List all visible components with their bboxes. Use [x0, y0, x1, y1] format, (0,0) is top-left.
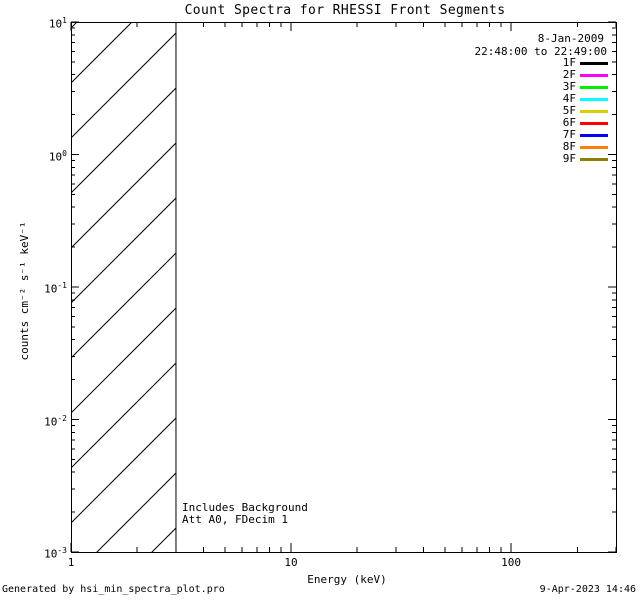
legend-entry-label: 4F [562, 92, 576, 105]
footer-datetime: 9-Apr-2023 14:46 [539, 584, 636, 595]
legend-entry-label: 8F [562, 140, 576, 153]
legend-entry-line [580, 86, 608, 89]
y-tick-label: 10-3 [44, 546, 67, 561]
legend-entry-line [580, 158, 608, 161]
y-tick-label: 101 [48, 16, 67, 31]
annotation-includes-background: Includes Background [182, 501, 308, 514]
legend-entry-line [580, 110, 608, 113]
legend-entry-line [580, 62, 608, 65]
legend-entry-label: 3F [562, 80, 576, 93]
legend-entry-line [580, 74, 608, 77]
legend-entry-line [580, 146, 608, 149]
legend-entry-label: 7F [562, 128, 576, 141]
legend-entry-label: 5F [562, 104, 576, 117]
legend-entry-label: 6F [562, 116, 576, 129]
x-tick-label: 10 [284, 556, 298, 569]
legend-entry-line [580, 134, 608, 137]
legend-entry-label: 9F [562, 152, 576, 165]
axis-frame [71, 22, 617, 553]
chart-title: Count Spectra for RHESSI Front Segments [184, 3, 506, 18]
y-tick-label: 100 [48, 148, 67, 164]
legend-entry-line [580, 122, 608, 125]
y-tick-label: 10-1 [44, 281, 67, 296]
hatched-region [71, 22, 176, 552]
legend-date: 8-Jan-2009 [537, 32, 604, 45]
footer-generated-by: Generated by hsi_min_spectra_plot.pro [2, 584, 225, 595]
y-tick-label: 10-2 [44, 413, 67, 429]
legend-entry-label: 2F [562, 68, 576, 81]
x-tick-label: 1 [67, 556, 75, 569]
annotation-attenuator-state: Att A0, FDecim 1 [182, 513, 288, 526]
legend-entry-line [580, 98, 608, 101]
x-tick-label: 100 [501, 556, 521, 569]
legend-time-range: 22:48:00 to 22:49:00 [474, 45, 607, 58]
x-axis-title: Energy (keV) [307, 573, 387, 586]
axis-ticks [70, 21, 617, 553]
legend-entry-label: 1F [562, 56, 576, 69]
